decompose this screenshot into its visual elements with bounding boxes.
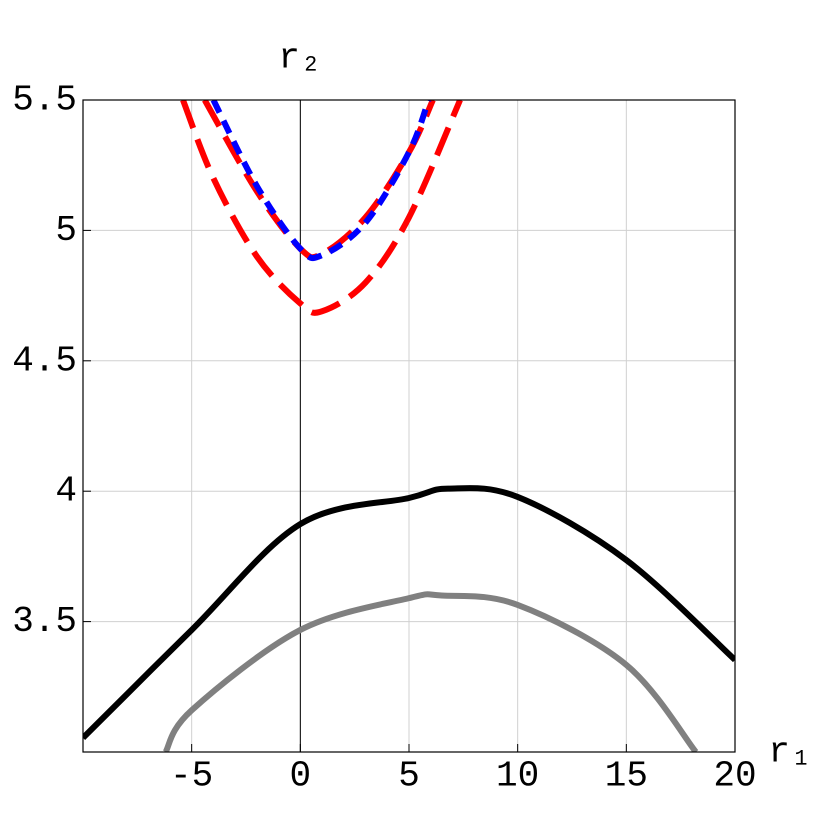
- line-series: [83, 485, 735, 741]
- plot-area: [83, 100, 735, 752]
- y-axis-label: r₂: [278, 38, 321, 79]
- frame: [82, 99, 736, 753]
- x-tick-label: 5: [398, 756, 420, 797]
- x-axis-label: r₁: [768, 732, 811, 773]
- y-tick-label: 3.5: [12, 601, 77, 642]
- y-tick-label: 5.5: [12, 80, 77, 121]
- y-tick-label: 5: [55, 210, 77, 251]
- grid: [83, 99, 736, 752]
- x-tick-label: 0: [290, 756, 312, 797]
- y-tick-label: 4.5: [12, 340, 77, 381]
- line-series: [202, 100, 436, 261]
- line-series: [162, 591, 699, 752]
- x-tick-label: 15: [605, 756, 648, 797]
- x-tick-label: 10: [496, 756, 539, 797]
- line-series: [210, 100, 432, 262]
- x-tick-label: 20: [713, 756, 756, 797]
- x-tick-label: -5: [170, 756, 213, 797]
- line-series: [180, 100, 463, 316]
- y-tick-label: 4: [55, 471, 77, 512]
